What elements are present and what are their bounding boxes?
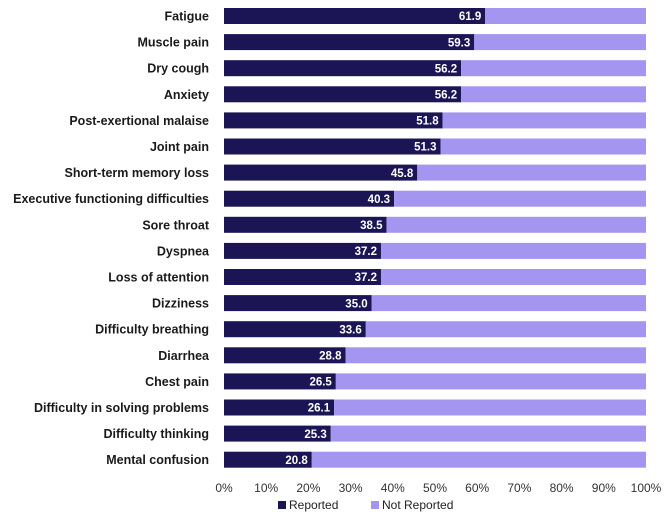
data-label-muscle-pain: 59.3 xyxy=(448,37,470,49)
bars-group xyxy=(224,8,646,468)
x-tick-label-3: 30% xyxy=(339,481,363,495)
x-tick-label-5: 50% xyxy=(423,481,447,495)
category-label-sore-throat: Sore throat xyxy=(142,218,210,232)
category-label-difficulty-breathing: Difficulty breathing xyxy=(95,323,209,337)
data-label-chest-pain: 26.5 xyxy=(309,377,332,389)
bar-reported-dizziness xyxy=(224,295,372,312)
bar-not-reported-dizziness xyxy=(371,295,646,312)
bar-not-reported-dyspnea xyxy=(380,242,646,259)
bar-not-reported-difficulty-breathing xyxy=(365,321,646,338)
bar-reported-joint-pain xyxy=(224,138,441,155)
legend-label-not-reported: Not Reported xyxy=(382,498,453,512)
bar-reported-dry-cough xyxy=(224,60,462,77)
bar-reported-difficulty-thinking xyxy=(224,425,331,442)
x-tick-label-0: 0% xyxy=(215,481,233,495)
category-label-dizziness: Dizziness xyxy=(152,297,209,311)
category-label-mental-confusion: Mental confusion xyxy=(106,453,209,467)
bar-not-reported-loss-of-attention xyxy=(380,269,646,285)
bar-reported-fatigue xyxy=(224,8,486,24)
bar-not-reported-dry-cough xyxy=(461,60,646,77)
data-labels: 61.9 59.3 56.2 56.2 51.8 51.3 45.8 40.3 38.5 37.2… xyxy=(285,11,481,467)
data-label-difficulty-thinking: 25.3 xyxy=(304,429,326,441)
bar-reported-difficulty-in-solving-problems xyxy=(224,399,335,416)
data-label-fatigue: 61.9 xyxy=(459,11,481,23)
data-label-sore-throat: 38.5 xyxy=(360,220,383,232)
x-tick-label-10: 100% xyxy=(631,481,662,495)
data-label-diarrhea: 28.8 xyxy=(319,351,342,363)
category-label-diarrhea: Diarrhea xyxy=(158,349,210,363)
bar-not-reported-diarrhea xyxy=(345,347,646,364)
legend-label-reported: Reported xyxy=(289,498,338,512)
bar-reported-chest-pain xyxy=(224,373,336,390)
category-label-short-term-memory-loss: Short-term memory loss xyxy=(65,166,210,180)
bar-reported-mental-confusion xyxy=(224,451,312,468)
x-axis: 0% 10% 20% 30% 40% 50% 60% 70% 80% 90% 100% xyxy=(215,481,661,495)
category-label-executive-functioning-difficulties: Executive functioning difficulties xyxy=(13,192,209,206)
bar-reported-dyspnea xyxy=(224,242,381,259)
bar-reported-difficulty-breathing xyxy=(224,321,366,338)
bar-not-reported-chest-pain xyxy=(335,373,646,390)
x-tick-label-8: 80% xyxy=(550,481,574,495)
data-label-loss-of-attention: 37.2 xyxy=(355,272,377,284)
category-label-difficulty-thinking: Difficulty thinking xyxy=(103,427,209,441)
bar-not-reported-fatigue xyxy=(485,8,646,24)
category-label-fatigue: Fatigue xyxy=(165,10,209,24)
data-label-dry-cough: 56.2 xyxy=(435,63,457,75)
x-tick-label-4: 40% xyxy=(381,481,405,495)
category-labels: Fatigue Muscle pain Dry cough Anxiety Post-e… xyxy=(13,10,210,468)
category-label-post-exertional-malaise: Post-exertional malaise xyxy=(69,114,209,128)
bar-not-reported-difficulty-in-solving-problems xyxy=(334,399,646,416)
x-tick-label-1: 10% xyxy=(254,481,278,495)
bar-reported-sore-throat xyxy=(224,216,387,233)
category-label-chest-pain: Chest pain xyxy=(145,375,209,389)
category-label-loss-of-attention: Loss of attention xyxy=(108,271,209,285)
data-label-dyspnea: 37.2 xyxy=(355,246,377,258)
bar-not-reported-sore-throat xyxy=(386,216,646,233)
data-label-mental-confusion: 20.8 xyxy=(285,455,308,467)
data-label-short-term-memory-loss: 45.8 xyxy=(391,168,414,180)
bar-not-reported-joint-pain xyxy=(440,138,646,155)
x-tick-label-9: 90% xyxy=(592,481,616,495)
data-label-joint-pain: 51.3 xyxy=(414,142,436,154)
category-label-difficulty-in-solving-problems: Difficulty in solving problems xyxy=(34,401,209,415)
category-label-dyspnea: Dyspnea xyxy=(157,244,210,258)
bar-reported-loss-of-attention xyxy=(224,269,381,285)
x-tick-label-2: 20% xyxy=(296,481,320,495)
bar-reported-muscle-pain xyxy=(224,34,475,51)
bar-not-reported-anxiety xyxy=(461,86,646,103)
x-tick-label-7: 70% xyxy=(507,481,531,495)
bar-reported-anxiety xyxy=(224,86,462,103)
data-label-dizziness: 35.0 xyxy=(345,298,367,310)
bar-not-reported-post-exertional-malaise xyxy=(442,112,646,129)
legend-swatch-reported xyxy=(278,501,286,509)
category-label-dry-cough: Dry cough xyxy=(147,62,209,76)
data-label-difficulty-in-solving-problems: 26.1 xyxy=(308,403,331,415)
data-label-executive-functioning-difficulties: 40.3 xyxy=(368,194,390,206)
bar-reported-executive-functioning-difficulties xyxy=(224,190,395,207)
legend: Reported Not Reported xyxy=(278,498,453,512)
data-label-post-exertional-malaise: 51.8 xyxy=(416,116,439,128)
bar-not-reported-difficulty-thinking xyxy=(330,425,646,442)
category-label-muscle-pain: Muscle pain xyxy=(137,36,209,50)
bar-not-reported-executive-functioning-difficulties xyxy=(394,190,646,207)
data-label-difficulty-breathing: 33.6 xyxy=(339,324,361,336)
x-tick-label-6: 60% xyxy=(465,481,489,495)
bar-not-reported-mental-confusion xyxy=(311,451,646,468)
bar-not-reported-muscle-pain xyxy=(474,34,646,51)
bar-reported-post-exertional-malaise xyxy=(224,112,443,129)
bar-reported-diarrhea xyxy=(224,347,346,364)
legend-swatch-not-reported xyxy=(371,501,379,509)
bar-reported-short-term-memory-loss xyxy=(224,164,418,181)
category-label-anxiety: Anxiety xyxy=(164,88,209,102)
bar-not-reported-short-term-memory-loss xyxy=(417,164,646,181)
category-label-joint-pain: Joint pain xyxy=(150,140,209,154)
data-label-anxiety: 56.2 xyxy=(435,90,457,102)
